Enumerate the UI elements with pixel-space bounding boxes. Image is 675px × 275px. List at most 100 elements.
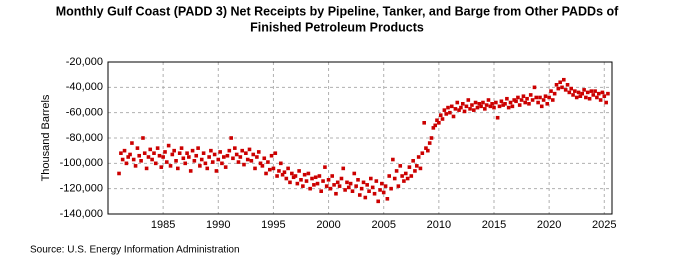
marker: [223, 165, 228, 169]
y-tick-label: -120,000: [60, 183, 103, 195]
marker: [596, 91, 601, 96]
marker: [238, 155, 243, 159]
marker: [543, 94, 548, 98]
marker: [334, 191, 338, 196]
marker: [124, 161, 129, 166]
marker: [273, 151, 278, 155]
marker: [255, 155, 259, 159]
marker: [378, 188, 382, 192]
marker: [405, 176, 410, 181]
marker: [231, 156, 235, 161]
x-tick-label: 2000: [316, 219, 340, 231]
marker: [308, 186, 312, 191]
marker: [251, 152, 256, 157]
marker: [477, 102, 482, 106]
marker: [350, 189, 355, 193]
marker: [348, 181, 353, 186]
marker: [488, 104, 493, 109]
marker: [161, 155, 165, 159]
marker: [174, 159, 178, 163]
marker: [422, 121, 426, 125]
marker: [431, 126, 436, 130]
marker: [602, 94, 607, 98]
marker: [203, 161, 208, 166]
x-tick-label: 1990: [206, 219, 230, 231]
marker: [357, 193, 362, 197]
y-tick-label: -80,000: [66, 132, 103, 144]
marker: [521, 94, 526, 98]
marker: [444, 112, 449, 116]
y-axis-label: Thousand Barrels: [40, 94, 52, 181]
marker: [337, 184, 342, 188]
marker: [514, 99, 518, 104]
marker: [381, 190, 386, 195]
marker: [245, 157, 250, 162]
marker: [126, 155, 130, 159]
marker: [578, 94, 583, 98]
marker: [155, 146, 160, 150]
marker: [448, 110, 452, 115]
marker: [332, 183, 336, 187]
marker: [345, 180, 349, 185]
marker: [137, 153, 142, 158]
marker: [517, 103, 522, 107]
marker: [339, 176, 344, 181]
marker: [234, 152, 239, 157]
marker: [508, 100, 513, 105]
marker: [306, 171, 311, 176]
marker: [122, 148, 127, 153]
marker: [341, 166, 346, 171]
marker: [288, 180, 292, 185]
marker: [497, 104, 502, 109]
marker: [499, 99, 504, 104]
marker: [144, 166, 149, 171]
marker: [365, 183, 369, 187]
marker: [389, 186, 393, 191]
marker: [426, 148, 430, 153]
marker: [277, 169, 281, 173]
marker: [464, 104, 469, 109]
marker: [571, 93, 575, 97]
marker: [284, 176, 289, 181]
marker: [437, 121, 441, 125]
marker: [472, 108, 476, 112]
marker: [569, 86, 573, 91]
marker: [598, 98, 603, 102]
marker: [242, 162, 246, 167]
marker: [554, 83, 559, 87]
marker: [530, 98, 535, 102]
marker: [361, 180, 366, 185]
marker: [207, 155, 211, 159]
marker: [580, 91, 585, 96]
marker: [418, 166, 423, 171]
marker: [291, 175, 296, 180]
chart-title: Finished Petroleum Products: [250, 20, 424, 34]
marker: [310, 176, 314, 181]
marker: [409, 174, 414, 178]
marker: [258, 161, 263, 166]
marker: [164, 160, 169, 164]
marker: [534, 95, 539, 100]
marker: [229, 136, 233, 140]
marker: [328, 186, 333, 191]
marker: [330, 174, 335, 178]
marker: [152, 151, 156, 155]
marker: [460, 102, 465, 106]
marker: [297, 169, 301, 173]
marker: [282, 170, 287, 174]
marker: [256, 150, 261, 154]
marker: [266, 160, 270, 164]
marker: [470, 103, 474, 107]
marker: [319, 189, 323, 193]
marker: [190, 148, 195, 153]
marker: [457, 108, 461, 112]
marker: [442, 108, 447, 112]
marker: [346, 185, 351, 190]
marker: [354, 184, 358, 188]
marker: [279, 161, 283, 166]
marker: [455, 100, 460, 105]
marker: [335, 180, 340, 185]
marker: [166, 143, 171, 148]
marker: [481, 100, 485, 105]
marker: [199, 157, 204, 162]
